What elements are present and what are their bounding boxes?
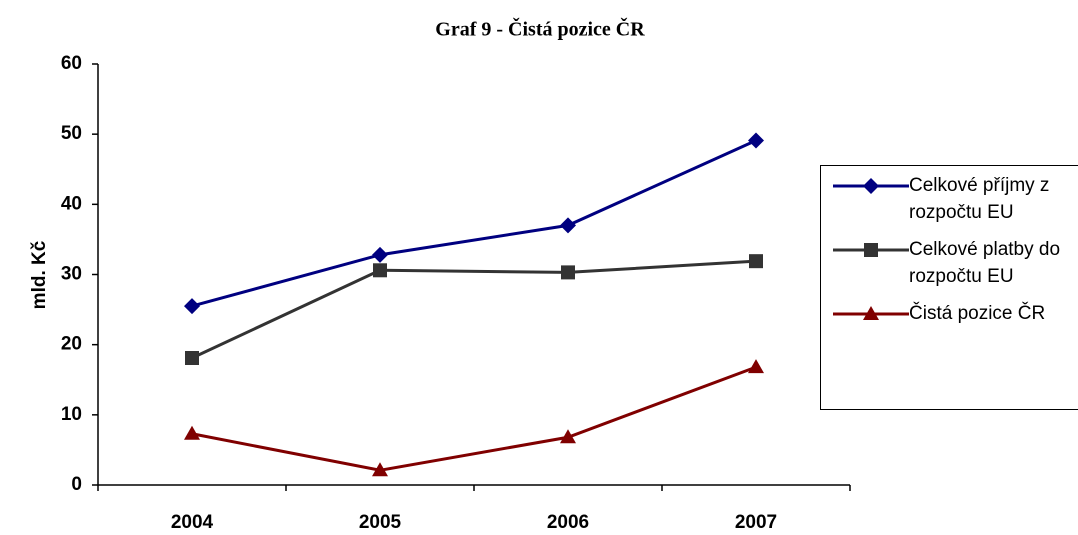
- series-line: [191, 259, 757, 360]
- marker: [184, 298, 200, 315]
- x-tick-label: 2005: [359, 512, 402, 533]
- legend-label: Čistá pozice ČR: [909, 303, 1046, 324]
- series-line: [191, 139, 757, 308]
- marker: [864, 243, 878, 257]
- y-tick-label: 0: [71, 474, 82, 495]
- marker: [561, 265, 575, 280]
- marker: [863, 306, 879, 320]
- legend-swatch: [833, 243, 909, 257]
- marker: [748, 359, 764, 374]
- legend-swatch: [833, 178, 909, 194]
- y-tick-label: 40: [61, 193, 82, 214]
- marker: [748, 132, 764, 149]
- x-tick-label: 2006: [547, 512, 589, 533]
- marker: [372, 246, 388, 263]
- legend-swatch: [833, 306, 909, 320]
- legend-item: Celkové platby do rozpočtu EU: [821, 236, 1078, 290]
- legend-item: Celkové příjmy z rozpočtu EU: [821, 172, 1078, 226]
- legend-label: Celkové příjmy z rozpočtu EU: [909, 175, 1050, 223]
- legend: Celkové příjmy z rozpočtu EU Celkové plat…: [820, 165, 1078, 410]
- series-line: [191, 365, 757, 472]
- y-axis-label: mld. Kč: [29, 240, 50, 309]
- marker: [184, 425, 200, 440]
- marker: [373, 263, 387, 278]
- marker: [185, 350, 199, 365]
- marker: [749, 254, 763, 269]
- marker: [863, 178, 879, 194]
- marker: [560, 429, 576, 444]
- x-tick-label: 2007: [735, 512, 777, 533]
- chart-title: Graf 9 - Čistá pozice ČR: [435, 17, 645, 41]
- x-tick-label: 2004: [171, 512, 214, 533]
- legend-label: Celkové platby do rozpočtu EU: [909, 239, 1061, 287]
- y-tick-label: 20: [61, 334, 82, 355]
- y-tick-label: 10: [61, 404, 82, 425]
- y-tick-label: 50: [61, 123, 82, 144]
- marker: [560, 217, 576, 234]
- y-tick-label: 60: [61, 53, 82, 74]
- marker: [372, 462, 388, 477]
- legend-item: Čistá pozice ČR: [821, 300, 1078, 327]
- y-tick-label: 30: [61, 264, 82, 285]
